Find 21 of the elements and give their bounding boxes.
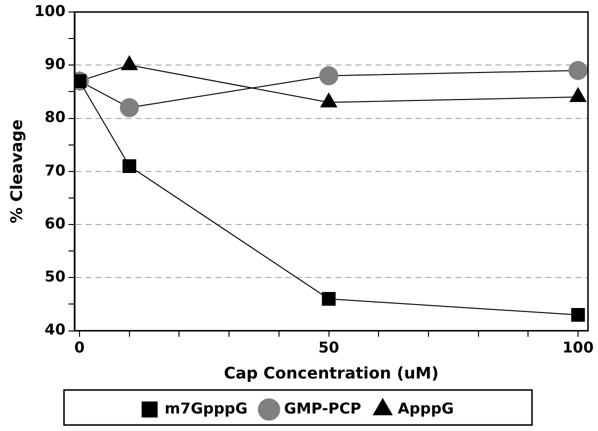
x-axis-title: Cap Concentration (uM): [224, 364, 439, 383]
point: [122, 159, 136, 173]
point: [322, 292, 336, 306]
y-axis-title: % Cleavage: [6, 119, 26, 224]
legend-label: GMP-PCP: [284, 399, 362, 418]
y-tick-label: 100: [34, 2, 66, 20]
point: [568, 60, 588, 80]
point: [120, 98, 139, 118]
y-tick-label: 70: [44, 161, 66, 180]
point: [571, 308, 585, 322]
x-tick-label: 0: [74, 338, 85, 357]
point: [319, 66, 338, 86]
legend-label: m7GpppG: [164, 399, 248, 418]
x-tick-label: 100: [562, 338, 594, 357]
y-tick-label: 60: [44, 214, 66, 232]
legend-label: ApppG: [398, 399, 454, 418]
y-tick-label: 80: [44, 108, 66, 126]
y-tick-label: 50: [44, 268, 66, 286]
y-tick-label: 40: [44, 320, 66, 339]
y-tick-label: 90: [44, 55, 66, 74]
x-tick-label: 50: [318, 338, 340, 357]
